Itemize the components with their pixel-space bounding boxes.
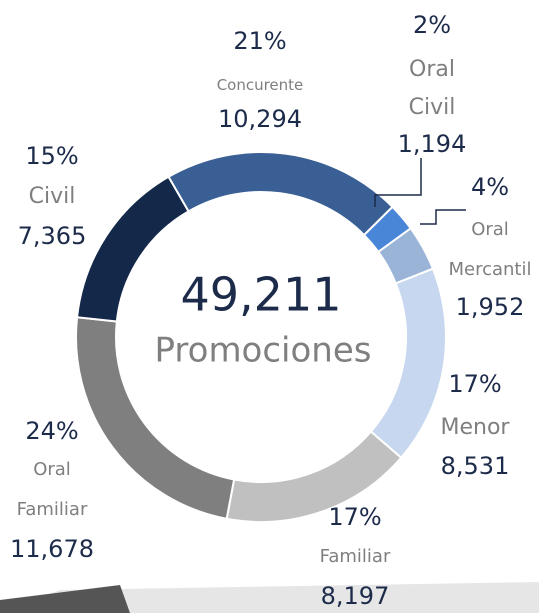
value-label: 8,197 bbox=[321, 582, 390, 610]
percent-label: 24% bbox=[25, 417, 78, 445]
percent-label: 17% bbox=[448, 370, 501, 398]
category-label: Oral Familiar bbox=[17, 459, 88, 520]
percent-label: 17% bbox=[328, 503, 381, 531]
value-label: 1,194 bbox=[398, 130, 467, 158]
value-label: 10,294 bbox=[218, 105, 302, 133]
category-label: Menor bbox=[441, 415, 511, 440]
leader-line bbox=[420, 209, 466, 225]
value-label: 11,678 bbox=[10, 535, 94, 563]
category-label: Civil bbox=[29, 184, 76, 209]
donut-segment bbox=[369, 267, 447, 460]
percent-label: 15% bbox=[25, 142, 78, 170]
donut-segment bbox=[75, 175, 190, 323]
category-label: Familiar bbox=[320, 546, 391, 567]
category-label: Concurente bbox=[217, 76, 304, 94]
value-label: 8,531 bbox=[441, 452, 510, 480]
center-label: Promociones bbox=[155, 331, 372, 371]
center-value: 49,211 bbox=[181, 268, 342, 322]
footer-shade bbox=[0, 582, 539, 613]
footer-accent bbox=[0, 585, 130, 613]
leader-line bbox=[374, 158, 422, 207]
percent-label: 4% bbox=[471, 173, 509, 201]
percent-label: 21% bbox=[233, 27, 286, 55]
percent-label: 2% bbox=[413, 11, 451, 39]
value-label: 1,952 bbox=[456, 293, 525, 321]
donut-segment bbox=[167, 151, 394, 237]
value-label: 7,365 bbox=[18, 222, 87, 250]
category-label: Oral Mercantil bbox=[448, 219, 531, 280]
category-label: Oral Civil bbox=[409, 57, 456, 120]
